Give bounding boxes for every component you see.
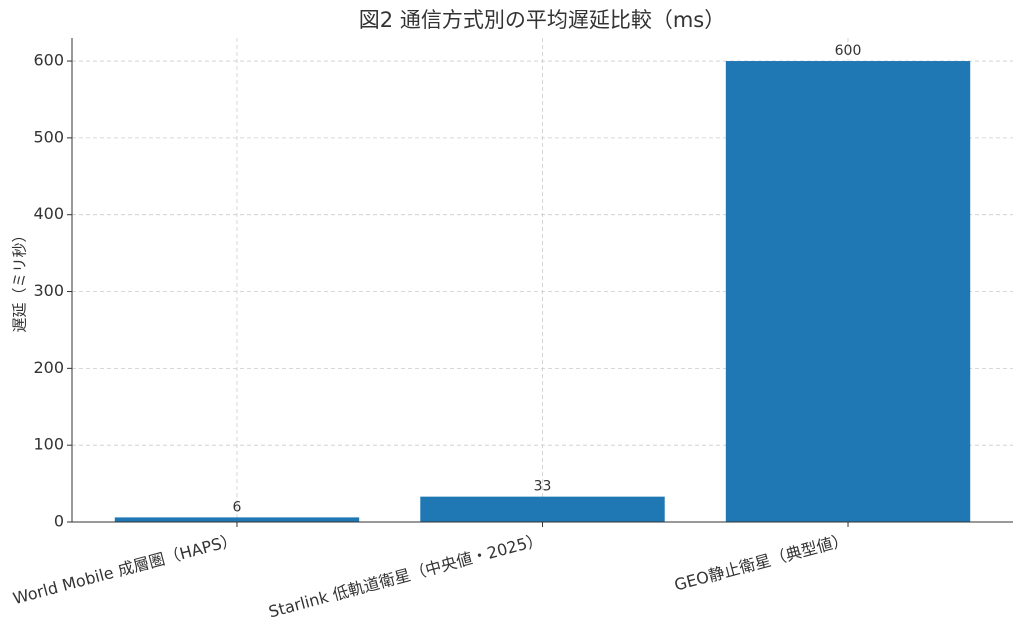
y-tick-label: 600 xyxy=(33,51,64,70)
y-tick-label: 200 xyxy=(33,358,64,377)
y-tick-label: 400 xyxy=(33,204,64,223)
value-label: 6 xyxy=(233,499,242,515)
value-label: 600 xyxy=(835,43,862,59)
x-tick-label: GEO静止衛星（典型値） xyxy=(672,530,850,595)
y-tick-label: 0 xyxy=(54,512,64,531)
y-tick-label: 300 xyxy=(33,281,64,300)
bar xyxy=(114,517,360,522)
chart-title: 図2 通信方式別の平均遅延比較（ms） xyxy=(359,8,725,32)
x-tick-label: World Mobile 成層圏（HAPS） xyxy=(11,530,239,608)
y-tick-label: 500 xyxy=(33,127,64,146)
value-label: 33 xyxy=(534,479,552,495)
x-tick-label: Starlink 低軌道衛星（中央値・2025） xyxy=(267,530,545,617)
bar xyxy=(725,61,971,523)
y-axis-label: 遅延（ミリ秒） xyxy=(11,227,29,332)
bar xyxy=(420,496,665,522)
y-tick-label: 100 xyxy=(33,435,64,454)
